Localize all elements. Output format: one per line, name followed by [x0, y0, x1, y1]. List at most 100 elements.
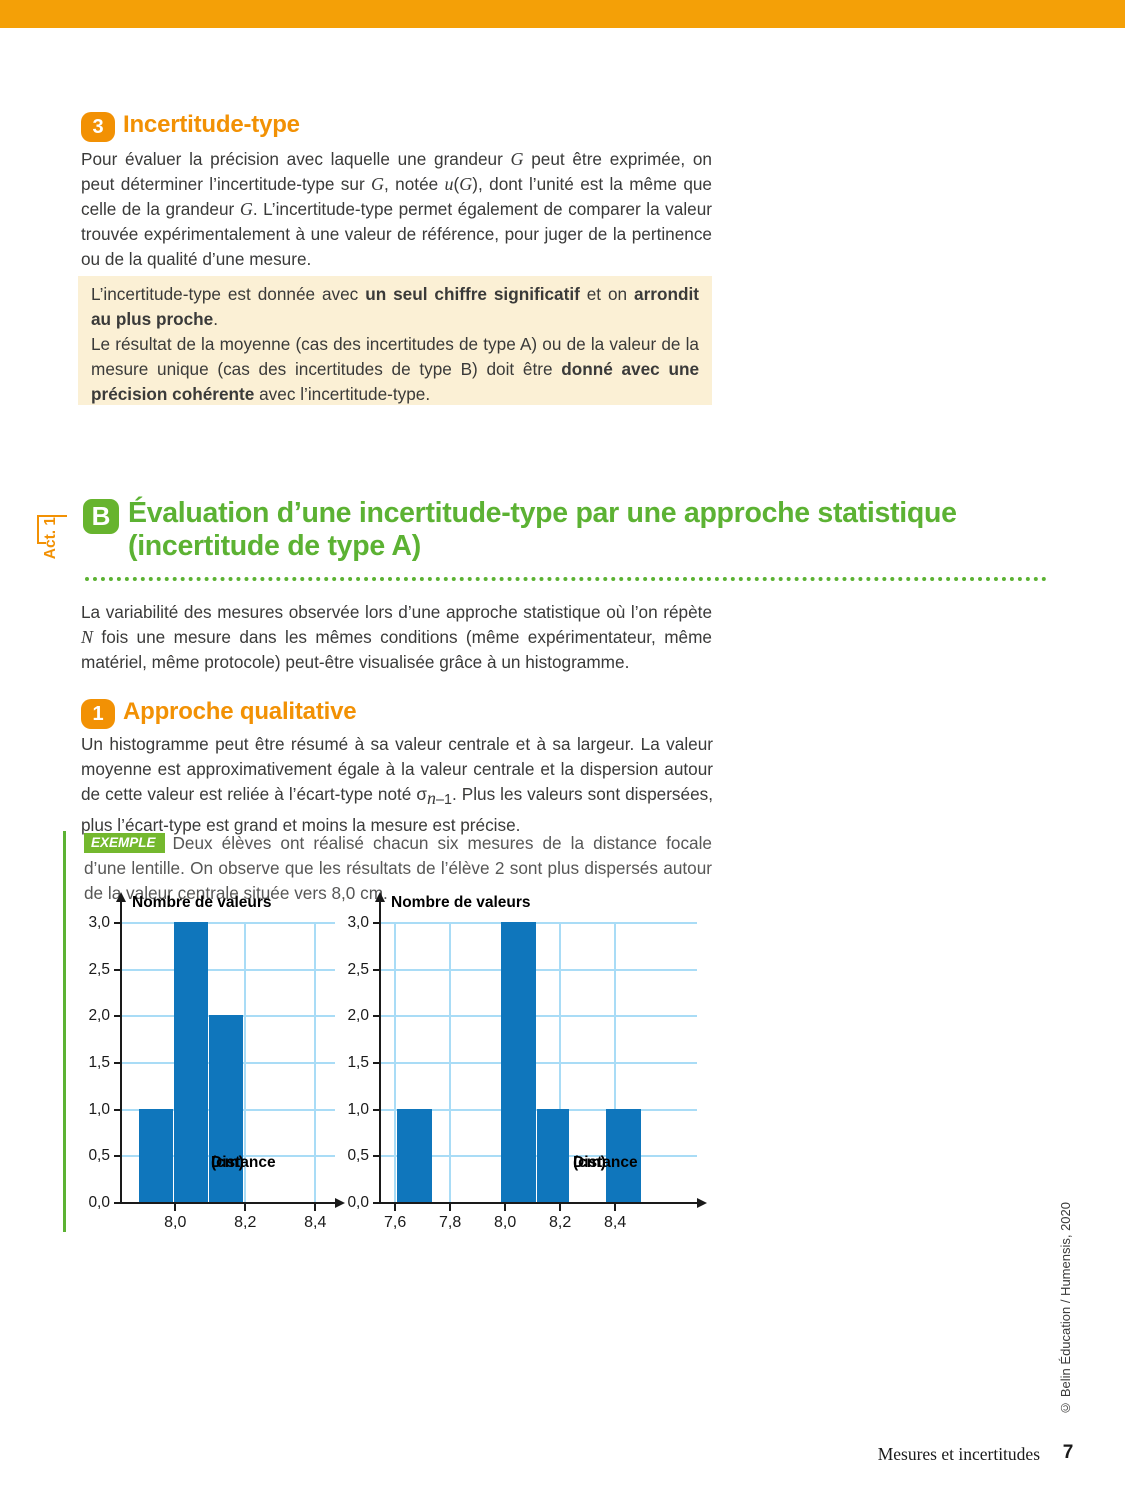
y-tick-label: 2,5 — [88, 960, 110, 978]
x-tick-label: 8,2 — [234, 1214, 257, 1231]
y-axis-arrow — [116, 892, 126, 902]
section-b-title-line1: Évaluation d’une incertitude-type par un… — [128, 497, 957, 529]
example-text: Deux élèves ont réalisé chacun six mesur… — [84, 833, 712, 903]
activity-tab: Act. 1 — [42, 517, 64, 573]
act-bracket-stub — [37, 542, 46, 544]
y-tick-label: 0,0 — [347, 1194, 369, 1211]
y-tick-label: 1,0 — [88, 1100, 110, 1118]
y-tick-label: 3,0 — [347, 914, 369, 931]
v-gridline — [394, 922, 397, 1202]
y-tickmark — [114, 1155, 120, 1158]
histogram-bar — [174, 922, 209, 1202]
histogram-bar — [605, 1108, 641, 1202]
section-3-paragraph: Pour évaluer la précision avec laquelle … — [81, 149, 712, 269]
y-tick-label: 1,5 — [88, 1054, 110, 1071]
h-gridline — [381, 1015, 697, 1018]
x-tickmark — [559, 1204, 562, 1211]
x-tick-label: 8,0 — [494, 1214, 517, 1231]
y-axis-arrow — [375, 892, 385, 902]
y-tick-label: 1,0 — [347, 1100, 369, 1118]
y-axis-title: Nombre de valeurs — [391, 894, 531, 911]
section-b-title-line2: (incertitude de type A) — [128, 530, 421, 562]
example-block: EXEMPLE Deux élèves ont réalisé chacun si… — [84, 831, 712, 906]
x-tickmark — [504, 1204, 507, 1211]
y-tickmark — [373, 968, 379, 971]
histogram-student-1: 0,0 0,5 1,0 1,5 2,0 2,5 3,0 8,0 8,2 8,4 Nombre de … — [85, 890, 347, 1240]
x-tick-label: 8,2 — [549, 1214, 572, 1231]
footer-page-number: 7 — [1062, 1442, 1074, 1463]
x-tick-label: 7,6 — [384, 1214, 407, 1231]
y-tickmark — [114, 1015, 120, 1018]
x-tick-label: 8,4 — [604, 1214, 627, 1231]
x-tick-label: 8,0 — [164, 1214, 187, 1231]
histogram-student-2: 0,0 0,5 1,0 1,5 2,0 2,5 3,0 7,6 7,8 8,0 8,2 8,4 Nomb… — [345, 890, 713, 1240]
h-gridline — [122, 922, 335, 924]
y-tickmark — [373, 1108, 379, 1111]
x-tick-label: 7,8 — [439, 1214, 462, 1231]
y-tickmark — [114, 922, 120, 924]
y-tick-label: 0,0 — [88, 1194, 110, 1211]
x-tick-label: 8,4 — [304, 1214, 327, 1231]
x-axis-arrow — [335, 1198, 345, 1208]
v-gridline — [244, 922, 247, 1202]
section-b-title: Évaluation d’une incertitude-type par un… — [128, 497, 1068, 563]
y-tickmark — [114, 1062, 120, 1064]
section-3-badge: 3 — [81, 112, 115, 142]
v-gridline — [314, 922, 317, 1202]
example-badge: EXEMPLE — [84, 833, 165, 853]
y-tickmark — [373, 1015, 379, 1018]
v-gridline — [614, 922, 617, 1202]
x-axis — [379, 1202, 697, 1204]
x-axis — [120, 1202, 335, 1204]
y-tickmark — [373, 1062, 379, 1064]
section-3-title: Incertitude-type — [123, 111, 300, 138]
y-axis — [379, 900, 381, 1204]
h-gridline — [122, 968, 335, 971]
y-tick-label: 3,0 — [88, 914, 110, 931]
v-gridline — [559, 922, 562, 1202]
y-tick-label: 0,5 — [88, 1147, 110, 1165]
copyright-text: © Belin Éducation / Humensis, 2020 — [1058, 1202, 1073, 1416]
copyright-vertical: © Belin Éducation / Humensis, 2020 — [1058, 1202, 1080, 1418]
histogram-bar — [209, 1015, 244, 1202]
activity-tab-label: Act. 1 — [42, 517, 59, 560]
section-b-badge: B — [83, 499, 119, 534]
x-tickmark — [394, 1204, 397, 1211]
section-1-badge: 1 — [81, 699, 115, 729]
x-tickmark — [614, 1204, 617, 1211]
section-1-title: Approche qualitative — [123, 698, 357, 725]
y-tickmark — [373, 922, 379, 924]
y-axis — [120, 900, 122, 1204]
x-tickmark — [449, 1204, 452, 1211]
y-tickmark — [373, 1202, 379, 1204]
y-tickmark — [114, 968, 120, 971]
y-tickmark — [114, 1202, 120, 1204]
h-gridline — [381, 922, 697, 924]
y-tick-label: 2,0 — [347, 1007, 369, 1025]
histogram-bar — [537, 1108, 570, 1202]
act-bracket-top — [37, 515, 67, 517]
section-1-paragraph: Un histogramme peut être résumé à sa val… — [81, 734, 714, 836]
x-tickmark — [244, 1204, 247, 1211]
v-gridline — [449, 922, 452, 1202]
key-rule-box: L’incertitude-type est donnée avec un se… — [78, 276, 712, 405]
x-tickmark — [174, 1204, 177, 1211]
act-bracket-side — [37, 515, 39, 544]
y-tickmark — [373, 1155, 379, 1158]
y-axis-title: Nombre de valeurs — [132, 894, 272, 911]
footer-chapter-title: Mesures et incertitudes — [877, 1444, 1040, 1464]
h-gridline — [381, 1062, 697, 1064]
histogram-bar — [501, 922, 537, 1202]
example-side-rule — [63, 831, 66, 1232]
section-b-paragraph: La variabilité des mesures observée lors… — [81, 602, 712, 672]
y-tick-label: 2,0 — [88, 1007, 110, 1025]
y-tick-label: 1,5 — [347, 1054, 369, 1071]
y-tick-label: 2,5 — [347, 960, 369, 978]
x-axis-arrow — [697, 1198, 707, 1208]
page-top-band — [0, 0, 1125, 28]
h-gridline — [381, 968, 697, 971]
key-rule-paragraph-1: L’incertitude-type est donnée avec un se… — [91, 284, 699, 329]
key-rule-paragraph-2: Le résultat de la moyenne (cas des incer… — [91, 334, 700, 404]
y-tickmark — [114, 1108, 120, 1111]
